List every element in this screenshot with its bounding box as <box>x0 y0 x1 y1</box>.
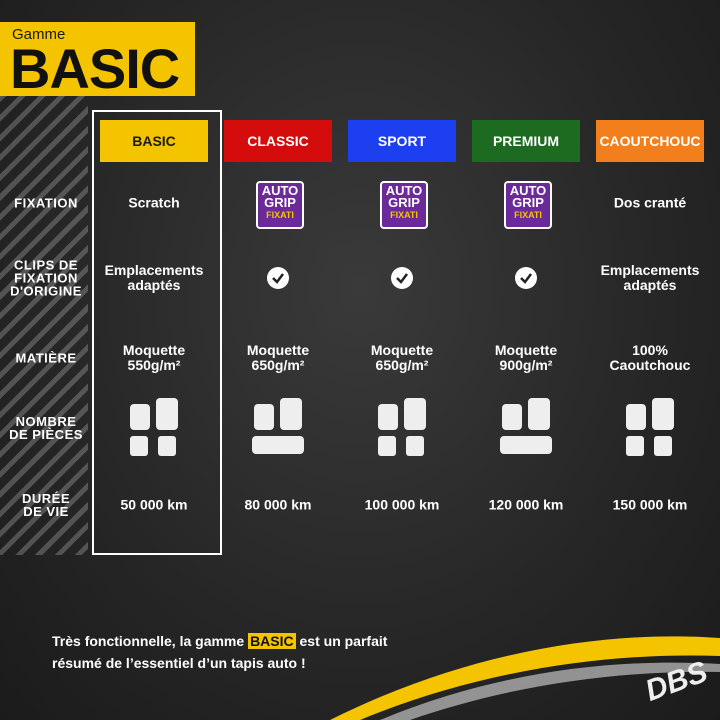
mat-icon <box>250 398 306 458</box>
logo-text: GRIP <box>512 195 544 210</box>
swoosh <box>330 636 720 720</box>
cell-text: 150 000 km <box>612 496 688 513</box>
footer-highlight: BASIC <box>248 633 296 649</box>
cell-text: Moquette 650g/m² <box>370 342 434 373</box>
logo-text: AUTO <box>509 183 547 198</box>
mat-icon <box>622 398 678 458</box>
header-title: BASIC <box>10 37 180 100</box>
column-header: PREMIUM <box>472 120 580 162</box>
logo-text: GRIP <box>388 195 420 210</box>
mat-icon <box>374 398 430 458</box>
footer-text: Très fonctionnelle, la gamme BASIC est u… <box>52 630 472 674</box>
cell-text: Scratch <box>128 194 180 211</box>
column-header: BASIC <box>100 120 208 162</box>
cell-text: Emplacements adaptés <box>600 262 700 293</box>
logo-text: GRIP <box>264 195 296 210</box>
mat-icon <box>126 398 182 458</box>
cell-text: 80 000 km <box>244 496 312 513</box>
header-badge: Gamme BASIC <box>0 22 195 100</box>
row-label: NOMBRE DE PIÈCES <box>9 414 83 442</box>
column-header: CAOUTCHOUC <box>596 120 704 162</box>
stripe-decoration <box>0 95 88 555</box>
logo-text: FIXATI <box>266 210 294 220</box>
row-label: FIXATION <box>14 195 78 211</box>
cell-text: Dos cranté <box>613 194 687 211</box>
check-icon <box>391 267 413 289</box>
footer-after: est un parfait résumé de l’essentiel d’u… <box>52 633 388 671</box>
logo-text: FIXATI <box>390 210 418 220</box>
cell-text: Moquette 900g/m² <box>494 342 558 373</box>
autogrip-logo: AUTO GRIP FIXATI <box>256 181 304 229</box>
row-label: CLIPS DE FIXATION D'ORIGINE <box>10 257 82 299</box>
check-icon <box>267 267 289 289</box>
autogrip-logo: AUTO GRIP FIXATI <box>504 181 552 229</box>
check-icon <box>515 267 537 289</box>
column-header: CLASSIC <box>224 120 332 162</box>
logo-text: FIXATI <box>514 210 542 220</box>
row-label: MATIÈRE <box>15 350 77 366</box>
cell-text: 100% Caoutchouc <box>609 342 691 373</box>
cell-text: 100 000 km <box>364 496 440 513</box>
autogrip-logo: AUTO GRIP FIXATI <box>380 181 428 229</box>
mat-icon <box>498 398 554 458</box>
footer-before: Très fonctionnelle, la gamme <box>52 633 249 649</box>
cell-text: Moquette 550g/m² <box>122 342 186 373</box>
cell-text: Moquette 650g/m² <box>246 342 310 373</box>
row-label: DURÉE DE VIE <box>21 491 70 519</box>
cell-text: 120 000 km <box>488 496 564 513</box>
header-small: Gamme <box>12 26 66 43</box>
cell-text: 50 000 km <box>120 496 188 513</box>
column-header: SPORT <box>348 120 456 162</box>
highlight-frame <box>92 110 222 555</box>
logo-text: AUTO <box>261 183 299 198</box>
cell-text: Emplacements adaptés <box>104 262 204 293</box>
logo-text: AUTO <box>385 183 423 198</box>
